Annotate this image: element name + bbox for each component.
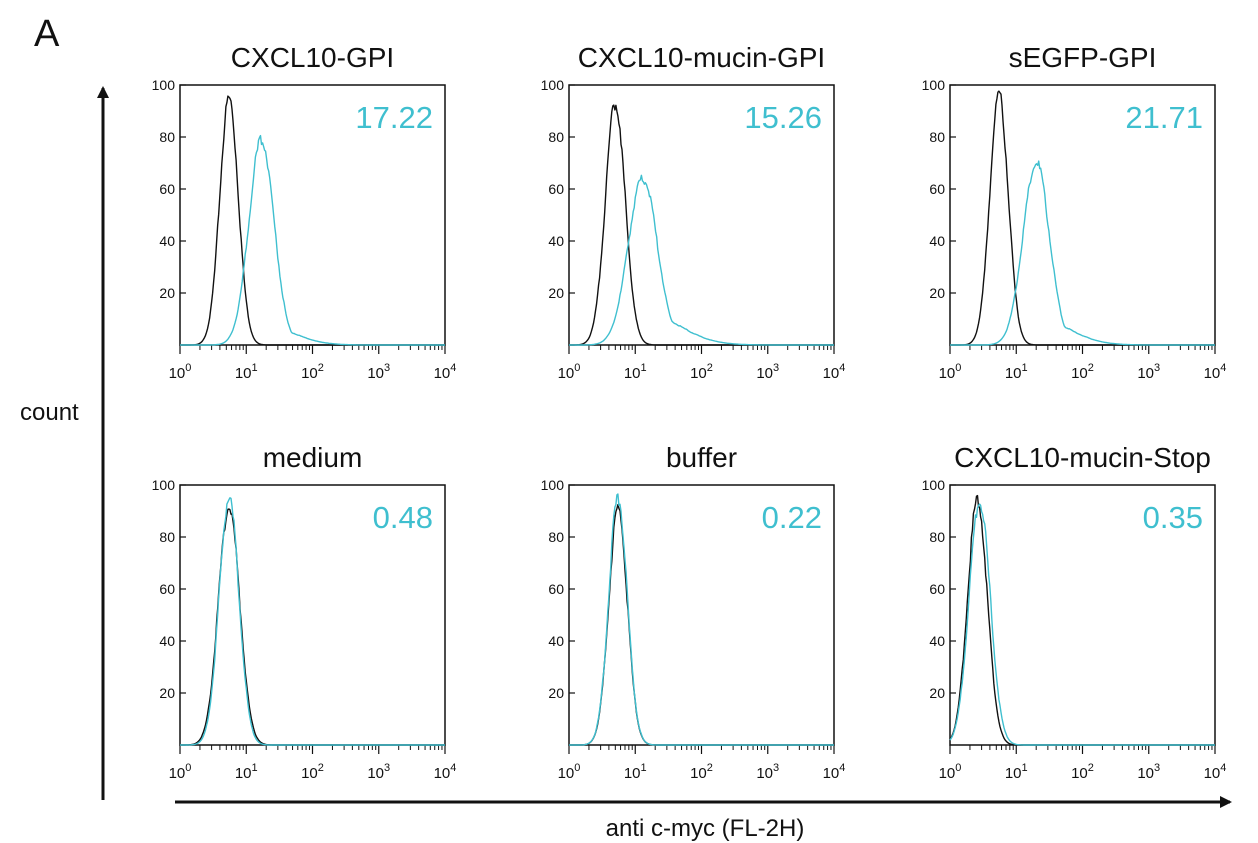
x-tick-label: 101 xyxy=(235,762,258,782)
y-tick-label: 60 xyxy=(548,181,564,197)
percent-positive-label: 0.35 xyxy=(1143,500,1203,535)
x-tick-label: 102 xyxy=(1071,362,1094,382)
y-axis-label: count xyxy=(20,399,79,426)
y-tick-label: 80 xyxy=(548,529,564,545)
control-histogram-curve xyxy=(569,104,834,346)
x-tick-label: 100 xyxy=(169,362,192,382)
x-tick-label: 101 xyxy=(624,762,647,782)
percent-positive-label: 15.26 xyxy=(744,100,822,135)
panel-title: CXCL10-mucin-GPI xyxy=(578,42,825,73)
histogram-panel: buffer 20 40 60 80 100 100 101 102 103 104 0.22 xyxy=(541,442,846,782)
x-tick-label: 103 xyxy=(1137,762,1160,782)
histogram-panel: CXCL10-mucin-GPI 20 40 60 80 100 100 101 102 103 1… xyxy=(541,42,846,382)
x-tick-label: 103 xyxy=(756,762,779,782)
y-tick-label: 60 xyxy=(159,581,175,597)
x-tick-label: 100 xyxy=(939,762,962,782)
stained-histogram-curve xyxy=(180,497,445,746)
panel-title: CXCL10-mucin-Stop xyxy=(954,442,1211,473)
y-tick-label: 40 xyxy=(929,233,945,249)
y-tick-label: 20 xyxy=(929,285,945,301)
y-tick-label: 20 xyxy=(159,685,175,701)
percent-positive-label: 21.71 xyxy=(1125,100,1203,135)
x-tick-label: 101 xyxy=(1005,362,1028,382)
y-tick-label: 40 xyxy=(548,233,564,249)
histogram-panel: sEGFP-GPI 20 40 60 80 100 100 101 102 103 104 21.71 xyxy=(922,42,1227,382)
y-tick-label: 20 xyxy=(548,685,564,701)
x-tick-label: 102 xyxy=(301,362,324,382)
y-tick-label: 100 xyxy=(152,77,176,93)
y-tick-label: 40 xyxy=(929,633,945,649)
x-tick-label: 102 xyxy=(301,762,324,782)
panel-letter: A xyxy=(34,13,60,55)
stained-histogram-curve xyxy=(569,174,834,346)
x-tick-label: 104 xyxy=(823,762,846,782)
x-tick-label: 100 xyxy=(558,362,581,382)
y-tick-label: 40 xyxy=(159,633,175,649)
y-tick-label: 40 xyxy=(159,233,175,249)
y-tick-label: 20 xyxy=(159,285,175,301)
y-tick-label: 100 xyxy=(922,77,946,93)
x-tick-label: 104 xyxy=(434,762,457,782)
y-tick-label: 60 xyxy=(159,181,175,197)
x-tick-label: 104 xyxy=(1204,762,1227,782)
stained-histogram-curve xyxy=(180,134,445,346)
x-tick-label: 103 xyxy=(1137,362,1160,382)
histogram-panel: CXCL10-mucin-Stop 20 40 60 80 100 100 101 102 103… xyxy=(922,442,1227,782)
y-tick-label: 100 xyxy=(152,477,176,493)
y-tick-label: 80 xyxy=(929,529,945,545)
y-tick-label: 100 xyxy=(922,477,946,493)
percent-positive-label: 17.22 xyxy=(355,100,433,135)
control-histogram-curve xyxy=(569,504,834,746)
stained-histogram-curve xyxy=(950,160,1215,346)
y-tick-label: 80 xyxy=(548,129,564,145)
panel-title: medium xyxy=(263,442,363,473)
histogram-panel: medium 20 40 60 80 100 100 101 102 103 104 0.48 xyxy=(152,442,457,782)
y-tick-label: 60 xyxy=(929,581,945,597)
x-tick-label: 100 xyxy=(939,362,962,382)
y-tick-label: 20 xyxy=(929,685,945,701)
panel-title: buffer xyxy=(666,442,737,473)
y-tick-label: 80 xyxy=(159,529,175,545)
panel-title: sEGFP-GPI xyxy=(1009,42,1157,73)
y-tick-label: 100 xyxy=(541,477,565,493)
x-tick-label: 104 xyxy=(434,362,457,382)
stained-histogram-curve xyxy=(949,503,1215,746)
x-tick-label: 101 xyxy=(1005,762,1028,782)
x-tick-label: 103 xyxy=(367,762,390,782)
y-tick-label: 80 xyxy=(929,129,945,145)
y-tick-label: 60 xyxy=(548,581,564,597)
x-axis-label: anti c-myc (FL-2H) xyxy=(606,815,805,842)
histogram-panel: CXCL10-GPI 20 40 60 80 100 100 101 102 103 104 17.2… xyxy=(152,42,457,382)
control-histogram-curve xyxy=(180,508,445,746)
x-tick-label: 100 xyxy=(558,762,581,782)
x-tick-label: 102 xyxy=(1071,762,1094,782)
x-tick-label: 101 xyxy=(235,362,258,382)
x-tick-label: 102 xyxy=(690,362,713,382)
y-tick-label: 40 xyxy=(548,633,564,649)
x-tick-label: 103 xyxy=(756,362,779,382)
x-tick-label: 103 xyxy=(367,362,390,382)
y-tick-label: 100 xyxy=(541,77,565,93)
percent-positive-label: 0.48 xyxy=(373,500,433,535)
x-tick-label: 101 xyxy=(624,362,647,382)
x-tick-label: 100 xyxy=(169,762,192,782)
x-tick-label: 104 xyxy=(823,362,846,382)
x-tick-label: 102 xyxy=(690,762,713,782)
y-tick-label: 60 xyxy=(929,181,945,197)
panel-title: CXCL10-GPI xyxy=(231,42,394,73)
histogram-panels: CXCL10-GPI 20 40 60 80 100 100 101 102 103 104 17.2… xyxy=(152,42,1227,782)
y-tick-label: 20 xyxy=(548,285,564,301)
x-tick-label: 104 xyxy=(1204,362,1227,382)
percent-positive-label: 0.22 xyxy=(762,500,822,535)
y-tick-label: 80 xyxy=(159,129,175,145)
stained-histogram-curve xyxy=(569,493,834,746)
